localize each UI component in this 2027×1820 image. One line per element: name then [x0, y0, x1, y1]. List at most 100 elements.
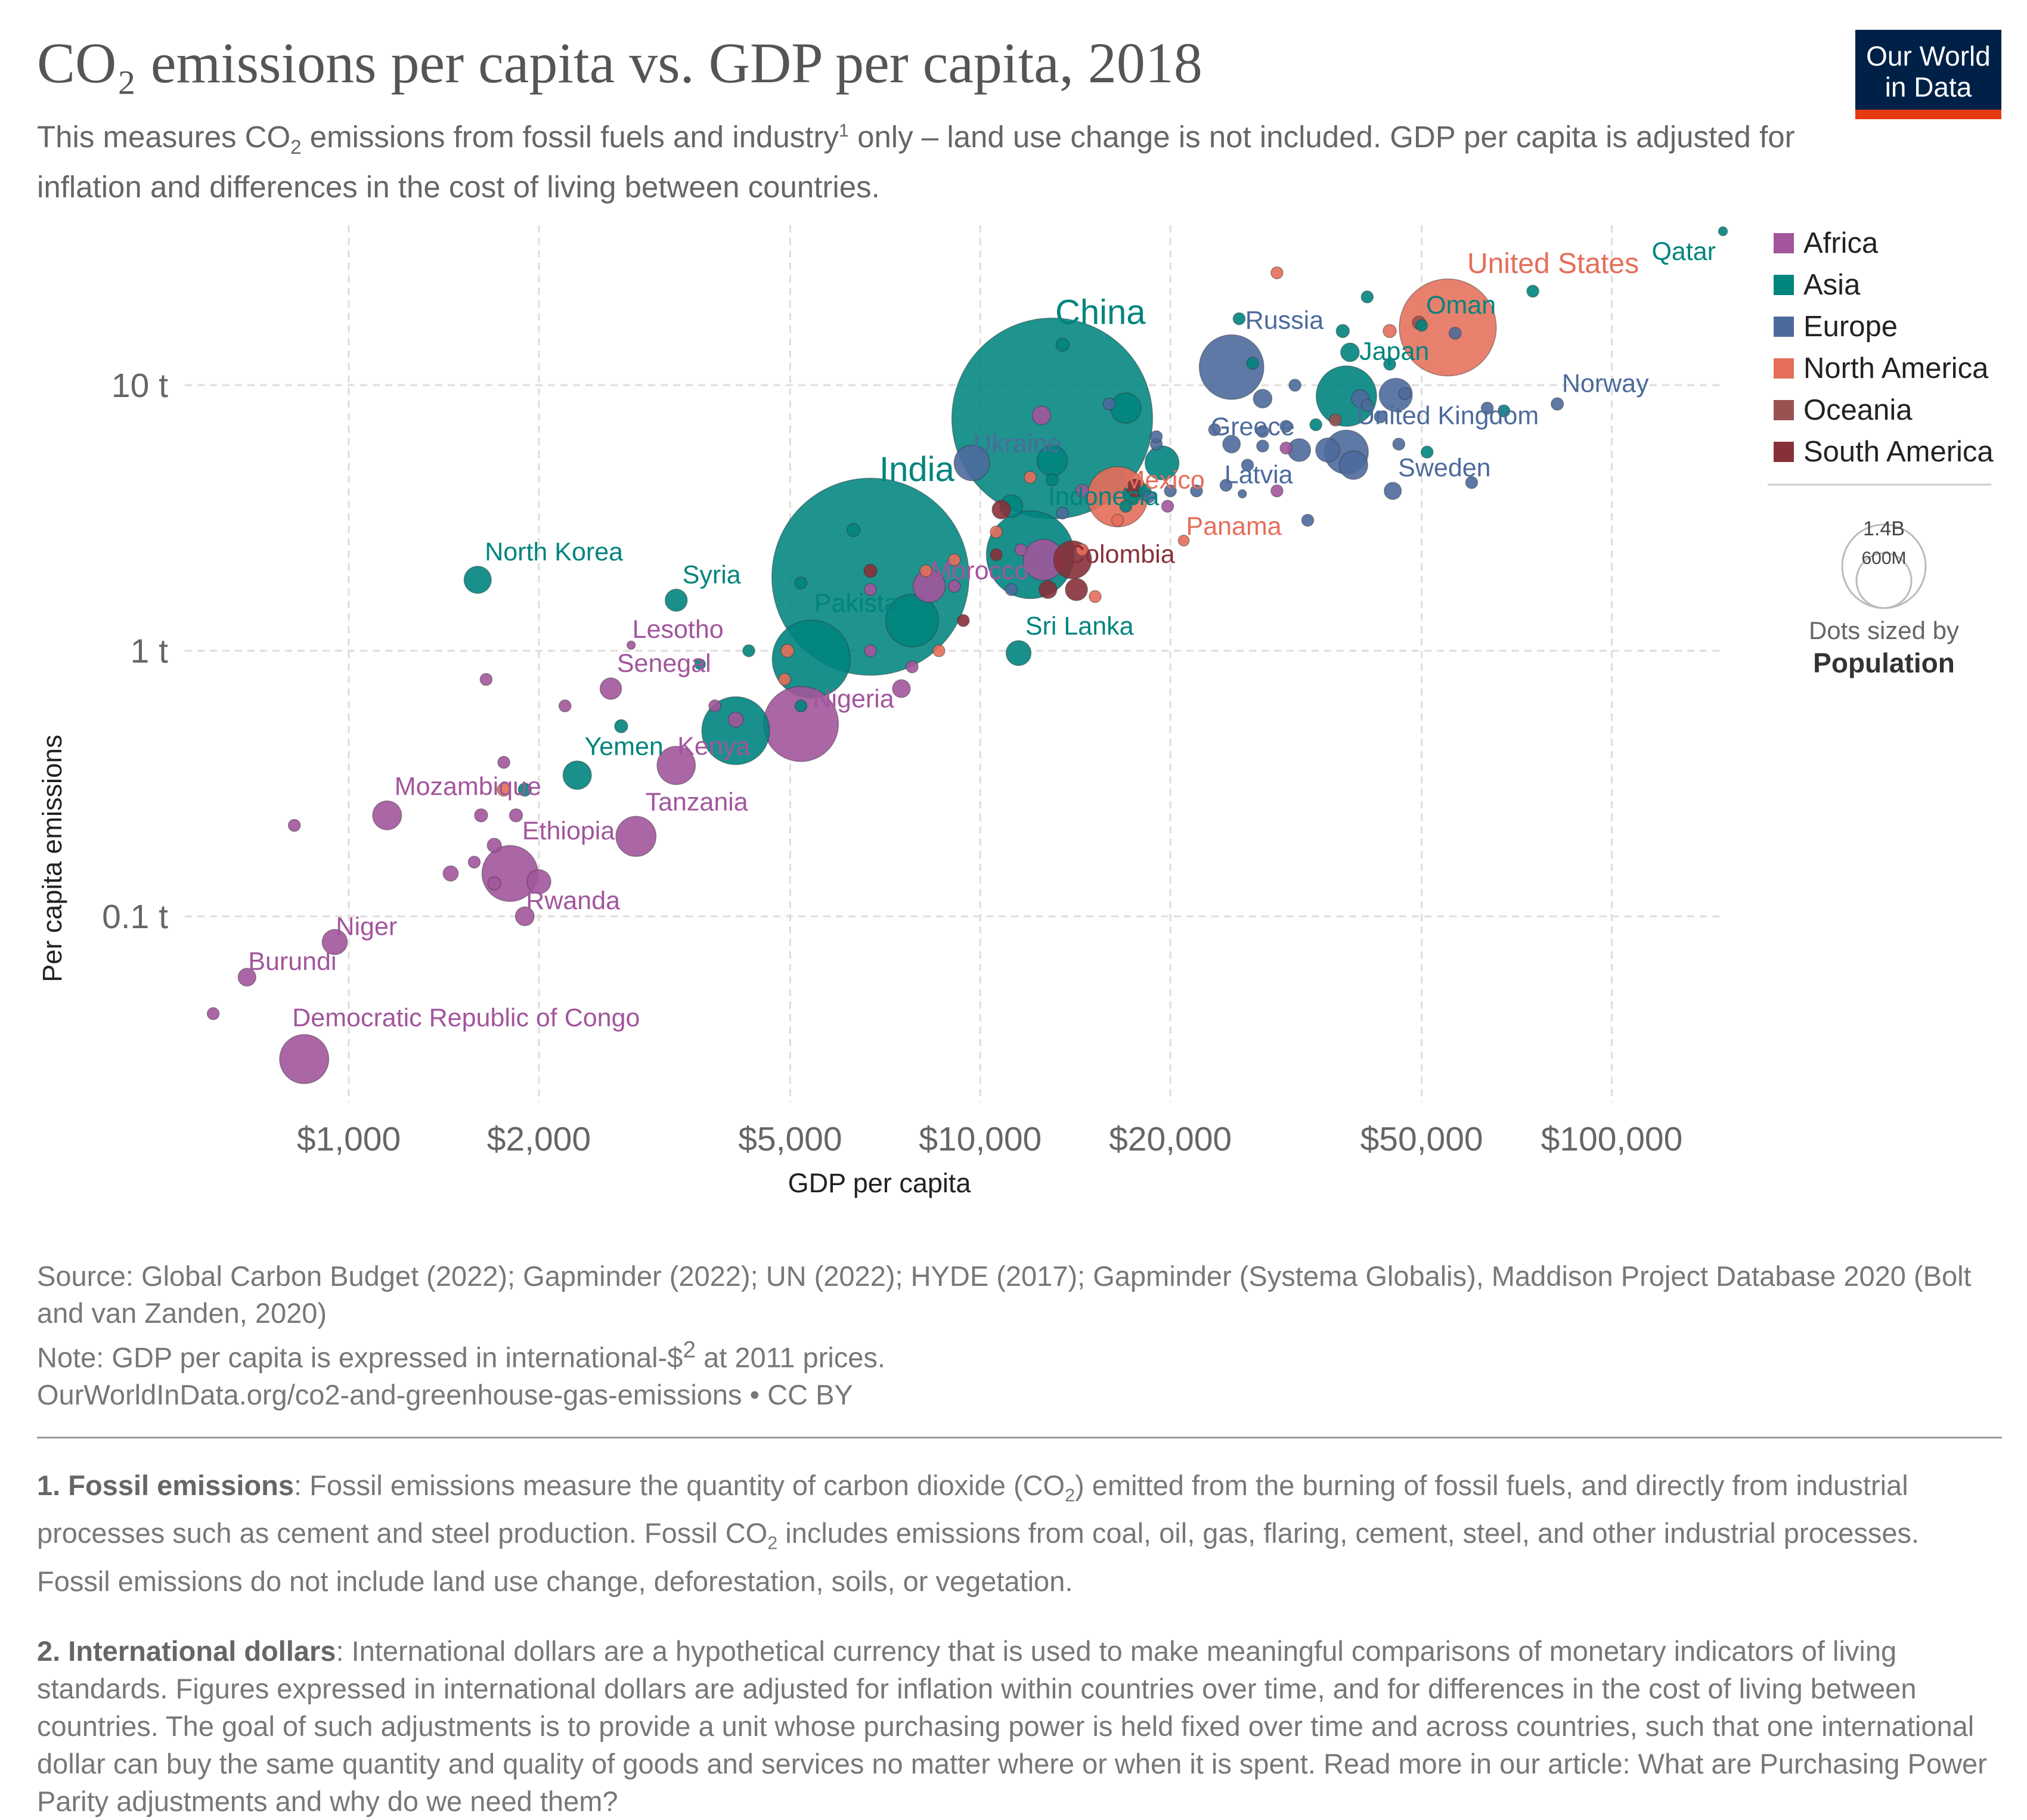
data-point[interactable] [1198, 334, 1264, 400]
data-point[interactable] [1270, 484, 1284, 498]
data-point[interactable] [509, 808, 523, 823]
data-point[interactable] [1340, 342, 1360, 362]
data-point[interactable] [1384, 482, 1402, 500]
data-point[interactable] [1111, 513, 1124, 527]
data-point[interactable] [1383, 358, 1396, 371]
data-point[interactable] [794, 699, 808, 712]
data-point[interactable] [1374, 410, 1387, 424]
data-point[interactable] [1415, 319, 1428, 332]
data-point[interactable] [1480, 401, 1494, 415]
data-point[interactable] [1383, 324, 1397, 339]
data-point[interactable] [1149, 430, 1163, 444]
data-point[interactable] [1399, 278, 1497, 377]
data-point[interactable] [497, 756, 510, 769]
data-point[interactable] [885, 593, 940, 647]
data-point[interactable] [474, 808, 488, 823]
data-point[interactable] [932, 644, 946, 658]
data-point[interactable] [863, 563, 878, 578]
data-point[interactable] [1279, 441, 1293, 455]
data-point[interactable] [1497, 404, 1511, 418]
data-point[interactable] [892, 679, 911, 698]
data-point[interactable] [1329, 413, 1342, 427]
legend-item[interactable]: South America [1803, 436, 1994, 468]
data-point[interactable] [990, 548, 1003, 562]
data-point[interactable] [599, 677, 622, 700]
data-point[interactable] [321, 929, 348, 956]
data-point[interactable] [1161, 500, 1174, 513]
data-point[interactable] [626, 640, 636, 650]
data-point[interactable] [956, 614, 970, 627]
data-point[interactable] [1398, 387, 1411, 401]
data-point[interactable] [1392, 438, 1406, 451]
data-point[interactable] [1222, 435, 1241, 454]
data-point[interactable] [664, 588, 688, 612]
data-point[interactable] [1232, 312, 1246, 325]
data-point[interactable] [1241, 458, 1254, 472]
data-point[interactable] [463, 566, 492, 594]
data-point[interactable] [1315, 438, 1340, 463]
data-point[interactable] [1055, 337, 1070, 352]
data-point[interactable] [1005, 640, 1032, 666]
data-point[interactable] [1046, 473, 1059, 486]
data-point[interactable] [279, 1034, 330, 1084]
data-point[interactable] [372, 800, 402, 830]
data-point[interactable] [1465, 476, 1479, 489]
data-point[interactable] [1031, 405, 1052, 426]
data-point[interactable] [558, 699, 572, 712]
data-point[interactable] [1338, 450, 1368, 480]
data-point[interactable] [206, 1007, 220, 1021]
data-point[interactable] [1449, 327, 1462, 340]
data-point[interactable] [614, 719, 628, 733]
data-point[interactable] [1075, 483, 1089, 498]
data-point[interactable] [1164, 484, 1177, 498]
data-point[interactable] [487, 876, 501, 891]
data-point[interactable] [708, 699, 721, 712]
data-point[interactable] [1360, 290, 1374, 303]
legend-item[interactable]: Oceania [1803, 394, 1913, 426]
data-point[interactable] [1089, 590, 1102, 603]
data-point[interactable] [846, 523, 861, 537]
legend-item[interactable]: Asia [1803, 269, 1861, 301]
owid-logo[interactable]: Our World in Data [1855, 30, 2001, 119]
legend-item[interactable]: Europe [1803, 311, 1898, 343]
data-point[interactable] [1014, 543, 1028, 557]
data-point[interactable] [442, 865, 459, 882]
data-point[interactable] [1315, 365, 1377, 427]
data-point[interactable] [656, 746, 696, 785]
data-point[interactable] [1256, 439, 1269, 453]
data-point[interactable] [727, 711, 744, 728]
data-point[interactable] [1335, 324, 1350, 339]
data-point[interactable] [919, 564, 932, 578]
data-point[interactable] [1208, 423, 1222, 436]
data-point[interactable] [517, 782, 532, 797]
data-point[interactable] [1279, 420, 1293, 433]
legend-item[interactable]: Africa [1803, 227, 1879, 259]
data-point[interactable] [497, 782, 511, 797]
data-point[interactable] [1238, 489, 1247, 499]
data-point[interactable] [778, 672, 791, 686]
data-point[interactable] [1142, 490, 1156, 504]
data-point[interactable] [562, 760, 592, 790]
data-point[interactable] [1718, 226, 1728, 237]
data-point[interactable] [1024, 470, 1037, 484]
data-point[interactable] [1270, 266, 1284, 280]
data-point[interactable] [742, 644, 755, 658]
data-point[interactable] [948, 579, 961, 593]
data-point[interactable] [1177, 534, 1190, 547]
data-point[interactable] [794, 576, 808, 590]
data-point[interactable] [1253, 389, 1273, 409]
data-point[interactable] [1246, 356, 1259, 370]
data-point[interactable] [701, 696, 770, 765]
data-point[interactable] [515, 906, 535, 926]
data-point[interactable] [1110, 392, 1142, 424]
data-point[interactable] [237, 968, 256, 987]
data-point[interactable] [1065, 578, 1088, 602]
data-point[interactable] [479, 672, 493, 686]
data-point[interactable] [1005, 583, 1018, 596]
data-point[interactable] [467, 855, 481, 869]
source-url[interactable]: OurWorldInData.org/co2-and-greenhouse-ga… [37, 1378, 853, 1410]
data-point[interactable] [1526, 284, 1539, 298]
data-point[interactable] [1309, 418, 1323, 432]
data-point[interactable] [1076, 543, 1089, 557]
data-point[interactable] [526, 869, 551, 894]
